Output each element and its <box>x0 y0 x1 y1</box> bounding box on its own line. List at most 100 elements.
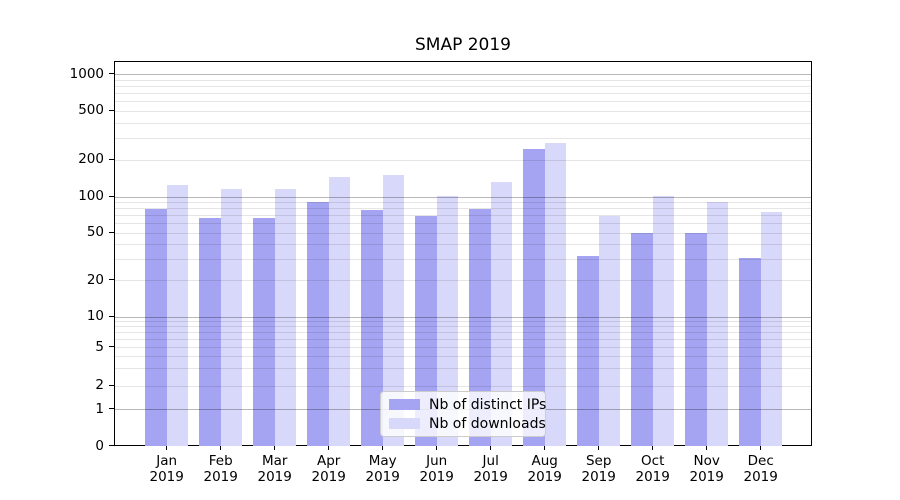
x-tick-dec <box>760 446 762 450</box>
x-tick-label-jun: Jun 2019 <box>419 453 454 485</box>
bar-distinct-ips-feb <box>199 217 221 447</box>
x-tick-apr <box>328 446 330 450</box>
bar-distinct-ips-nov <box>685 233 707 447</box>
gridline-major-10 <box>115 316 811 318</box>
gridline-minor-4 <box>115 356 811 358</box>
bar-downloads-may <box>382 174 405 447</box>
legend-swatch-distinct-ips <box>389 399 420 410</box>
y-tick-10 <box>109 315 114 317</box>
legend-item-distinct-ips: Nb of distinct IPs <box>389 397 546 413</box>
x-tick-label-may: May 2019 <box>365 453 400 485</box>
bar-distinct-ips-jan <box>145 208 167 447</box>
gridline-minor-2 <box>115 385 811 387</box>
bar-downloads-sep <box>598 215 621 447</box>
gridline-minor-70 <box>115 215 811 217</box>
bar-downloads-aug <box>544 143 567 447</box>
y-tick-20 <box>109 279 114 281</box>
legend: Nb of distinct IPs Nb of downloads <box>380 391 546 437</box>
gridline-minor-50 <box>115 232 811 234</box>
gridline-minor-900 <box>115 79 811 81</box>
bar-distinct-ips-sep <box>577 256 599 447</box>
y-tick-1000 <box>109 73 114 74</box>
x-tick-feb <box>220 446 222 450</box>
x-tick-label-aug: Aug 2019 <box>527 453 562 485</box>
x-tick-nov <box>706 446 708 450</box>
gridline-minor-20 <box>115 280 811 282</box>
x-tick-label-nov: Nov 2019 <box>689 453 724 485</box>
y-tick-1 <box>109 408 114 409</box>
y-tick-label-200: 200 <box>78 151 104 168</box>
y-tick-0 <box>109 445 114 446</box>
x-tick-label-mar: Mar 2019 <box>257 453 292 485</box>
x-tick-jul <box>490 446 492 450</box>
y-tick-200 <box>109 158 114 160</box>
gridline-minor-30 <box>115 259 811 261</box>
chart-title: SMAP 2019 <box>414 35 511 55</box>
bar-downloads-jun <box>436 195 459 447</box>
y-tick-label-1000: 1000 <box>69 65 104 82</box>
plot-area: Nb of distinct IPs Nb of downloads <box>114 61 812 447</box>
y-tick-label-20: 20 <box>86 271 104 288</box>
legend-label-downloads: Nb of downloads <box>429 415 546 432</box>
gridline-minor-9 <box>115 321 811 323</box>
bar-downloads-jan <box>166 185 189 447</box>
gridline-major-100 <box>115 196 811 198</box>
y-tick-label-5: 5 <box>95 338 104 355</box>
y-tick-label-0: 0 <box>95 437 104 454</box>
gridline-minor-6 <box>115 338 811 340</box>
x-tick-mar <box>274 446 276 450</box>
bar-distinct-ips-mar <box>253 217 275 447</box>
bar-distinct-ips-aug <box>523 149 545 447</box>
x-tick-label-jan: Jan 2019 <box>149 453 184 485</box>
x-tick-label-oct: Oct 2019 <box>635 453 670 485</box>
x-tick-may <box>382 446 384 450</box>
bar-distinct-ips-may <box>361 209 383 447</box>
bar-downloads-dec <box>760 211 783 447</box>
x-tick-jan <box>166 446 168 450</box>
gridline-minor-600 <box>115 101 811 103</box>
y-tick-5 <box>109 346 114 347</box>
x-tick-label-dec: Dec 2019 <box>743 453 778 485</box>
gridline-minor-90 <box>115 201 811 203</box>
gridline-major-1000 <box>115 74 811 75</box>
legend-swatch-downloads <box>389 418 420 429</box>
gridline-minor-3 <box>115 368 811 370</box>
y-tick-50 <box>109 231 114 233</box>
bar-distinct-ips-dec <box>739 258 761 447</box>
x-tick-oct <box>652 446 654 450</box>
gridline-minor-5 <box>115 347 811 348</box>
gridline-minor-500 <box>115 110 811 112</box>
bar-distinct-ips-apr <box>307 202 329 447</box>
x-tick-label-apr: Apr 2019 <box>311 453 346 485</box>
bar-distinct-ips-jun <box>415 215 437 447</box>
gridline-minor-800 <box>115 85 811 87</box>
bar-distinct-ips-oct <box>631 233 653 447</box>
bar-downloads-feb <box>220 188 243 447</box>
gridline-minor-200 <box>115 159 811 161</box>
bar-downloads-jul <box>490 181 513 447</box>
bar-downloads-nov <box>706 201 729 447</box>
y-tick-label-50: 50 <box>86 224 104 241</box>
y-tick-label-10: 10 <box>86 308 104 324</box>
legend-label-distinct-ips: Nb of distinct IPs <box>429 396 547 413</box>
y-tick-label-500: 500 <box>78 102 104 119</box>
bar-downloads-oct <box>652 196 675 447</box>
y-tick-100 <box>109 195 114 197</box>
bar-downloads-mar <box>274 189 297 447</box>
x-tick-label-sep: Sep 2019 <box>581 453 616 485</box>
x-tick-aug <box>544 446 546 450</box>
gridline-minor-7 <box>115 332 811 334</box>
gridline-minor-400 <box>115 122 811 124</box>
gridline-minor-80 <box>115 208 811 210</box>
y-tick-label-1: 1 <box>95 400 104 417</box>
gridline-minor-40 <box>115 244 811 246</box>
y-tick-500 <box>109 109 114 111</box>
y-tick-2 <box>109 384 114 386</box>
bar-downloads-apr <box>328 177 351 447</box>
gridline-minor-700 <box>115 92 811 94</box>
x-tick-label-feb: Feb 2019 <box>203 453 238 485</box>
x-tick-jun <box>436 446 438 450</box>
x-tick-label-jul: Jul 2019 <box>473 453 508 485</box>
gridline-minor-8 <box>115 326 811 328</box>
